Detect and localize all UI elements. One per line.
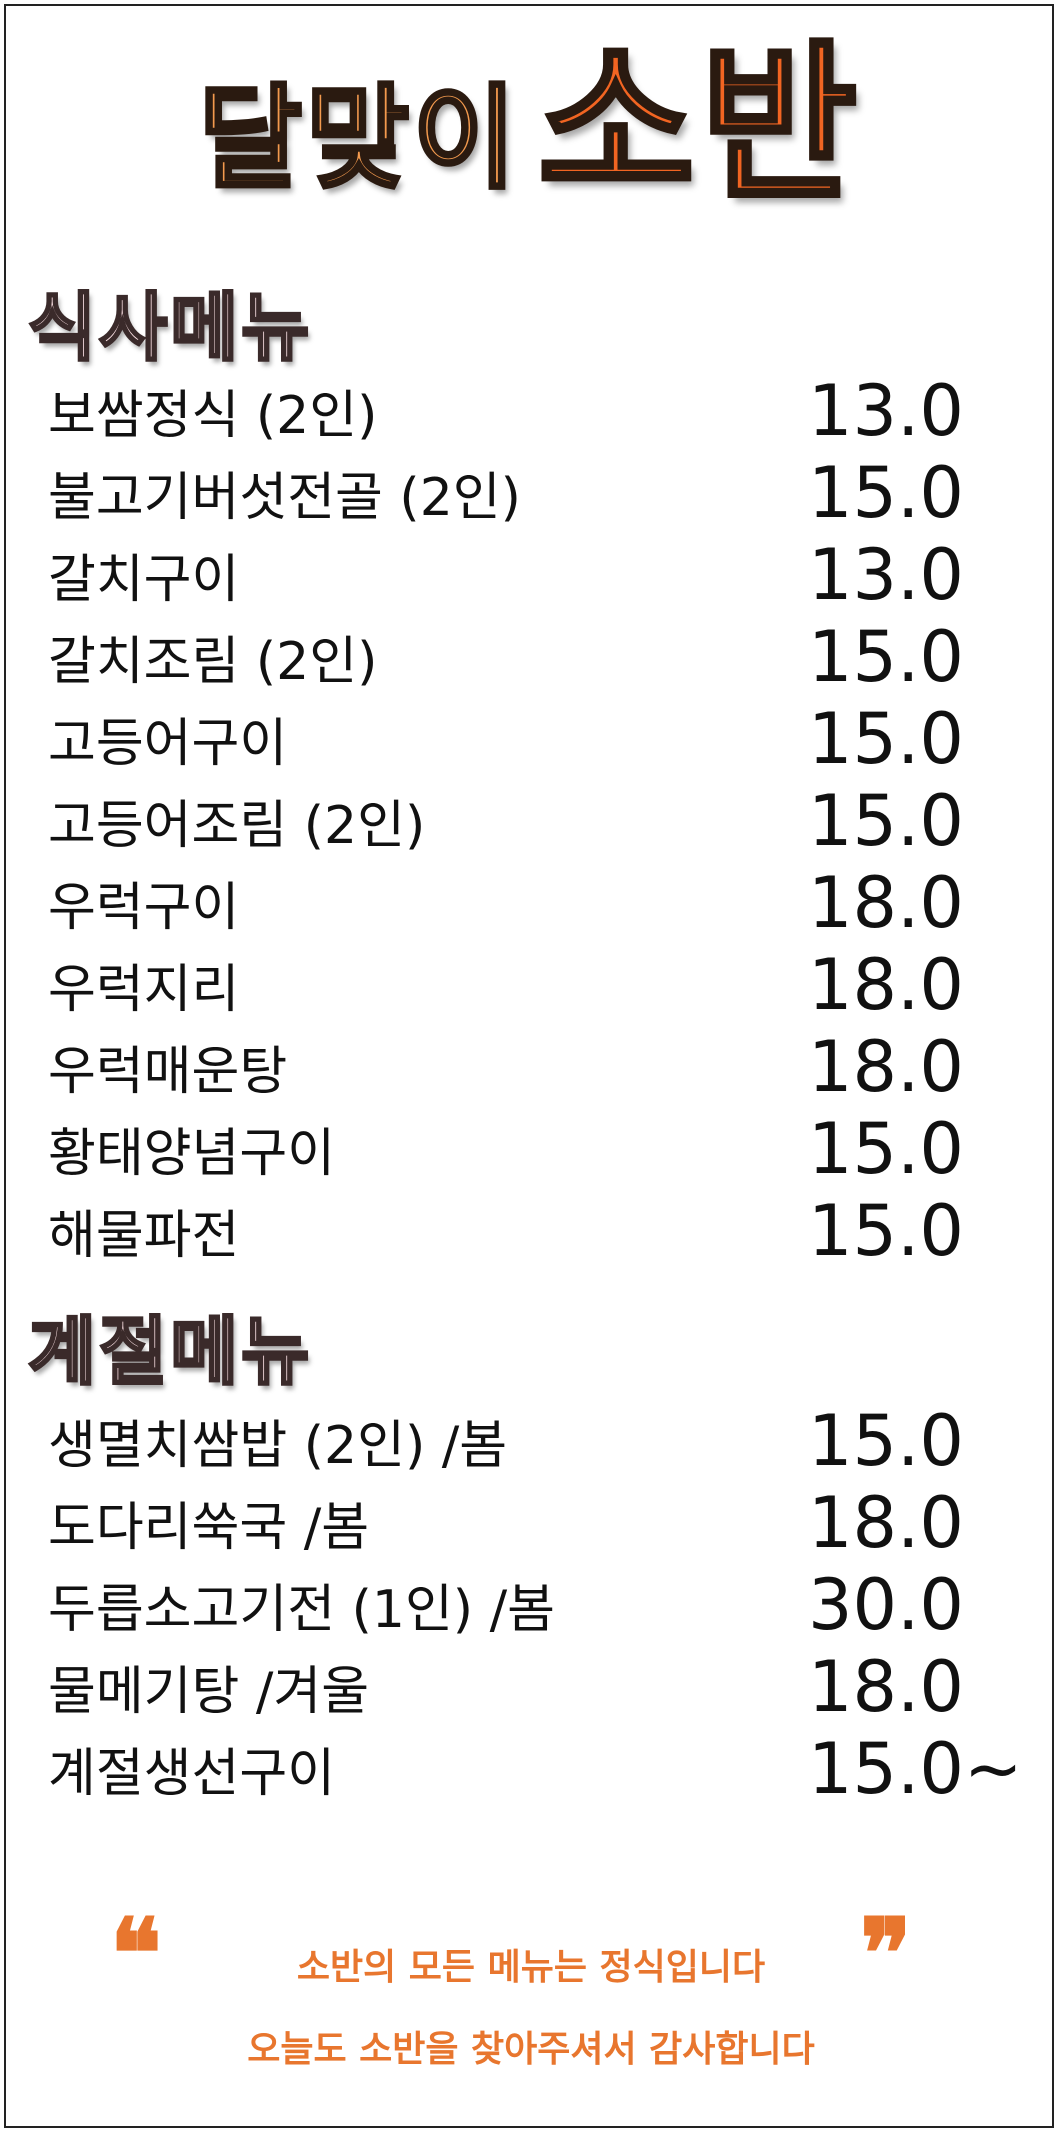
- menu-item-name: 고등어조림 (2인): [48, 796, 426, 856]
- title-part-soban: 소반: [536, 26, 863, 224]
- seasonal-menu-header: 계절메뉴: [26, 1308, 313, 1397]
- menu-item: 황태양념구이 15.0: [48, 1108, 1008, 1192]
- menu-item-price: 18.0: [808, 944, 964, 1026]
- menu-item: 두릅소고기전 (1인) /봄 30.0: [48, 1564, 1008, 1648]
- menu-item: 고등어구이 15.0: [48, 698, 1008, 782]
- meal-menu-header: 식사메뉴: [26, 284, 313, 373]
- menu-item: 도다리쑥국 /봄 18.0: [48, 1482, 1008, 1566]
- menu-item: 우럭지리 18.0: [48, 944, 1008, 1028]
- footer-line-set-meal: 소반의 모든 메뉴는 정식입니다: [296, 1947, 766, 1988]
- menu-item-name: 갈치구이: [48, 550, 240, 610]
- menu-item: 불고기버섯전골 (2인) 15.0: [48, 452, 1008, 536]
- meal-menu-list: 보쌈정식 (2인) 13.0 불고기버섯전골 (2인) 15.0 갈치구이 13.0 갈치조…: [48, 370, 1008, 1274]
- menu-item-price: 30.0: [808, 1564, 964, 1646]
- menu-item-price: 18.0: [808, 1482, 964, 1564]
- menu-item: 물메기탕 /겨울 18.0: [48, 1646, 1008, 1730]
- menu-item: 고등어조림 (2인) 15.0: [48, 780, 1008, 864]
- menu-item-name: 고등어구이: [48, 714, 288, 774]
- menu-item-price: 18.0: [808, 1026, 964, 1108]
- menu-item-name: 우럭매운탕: [48, 1042, 288, 1102]
- menu-item-name: 생멸치쌈밥 (2인) /봄: [48, 1416, 508, 1476]
- menu-item-name: 우럭지리: [48, 960, 240, 1020]
- menu-item-name: 보쌈정식 (2인): [48, 386, 378, 446]
- menu-item: 갈치조림 (2인) 15.0: [48, 616, 1008, 700]
- menu-item: 보쌈정식 (2인) 13.0: [48, 370, 1008, 454]
- menu-item-price: 15.0: [808, 698, 964, 780]
- menu-item-name: 황태양념구이: [48, 1124, 336, 1184]
- menu-item: 우럭구이 18.0: [48, 862, 1008, 946]
- menu-item: 계절생선구이 15.0~: [48, 1728, 1023, 1812]
- footer-line-thanks: 오늘도 소반을 찾아주셔서 감사합니다: [247, 2029, 815, 2070]
- menu-item: 갈치구이 13.0: [48, 534, 1008, 618]
- close-quote-icon: ❞: [860, 1897, 912, 2010]
- menu-item-price: 18.0: [808, 1646, 964, 1728]
- menu-item-name: 해물파전: [48, 1206, 240, 1266]
- menu-item-price: 15.0: [808, 780, 964, 862]
- menu-item-name: 계절생선구이: [48, 1744, 336, 1804]
- menu-item-name: 우럭구이: [48, 878, 240, 938]
- seasonal-menu-list: 생멸치쌈밥 (2인) /봄 15.0 도다리쑥국 /봄 18.0 두릅소고기전 (1인)…: [48, 1400, 1023, 1812]
- menu-item: 우럭매운탕 18.0: [48, 1026, 1008, 1110]
- menu-board: [4, 4, 1054, 2128]
- menu-item-price: 13.0: [808, 370, 964, 452]
- menu-item-name: 물메기탕 /겨울: [48, 1662, 370, 1722]
- menu-item-price: 15.0: [808, 616, 964, 698]
- menu-item-price: 15.0: [808, 1400, 964, 1482]
- menu-item-price: 15.0~: [808, 1728, 1023, 1810]
- menu-item: 해물파전 15.0: [48, 1190, 1008, 1274]
- menu-item-name: 두릅소고기전 (1인) /봄: [48, 1580, 555, 1640]
- restaurant-title: 달맞이 소반: [0, 26, 1062, 224]
- menu-item-name: 불고기버섯전골 (2인): [48, 468, 521, 528]
- menu-item-price: 15.0: [808, 1108, 964, 1190]
- menu-item-price: 15.0: [808, 1190, 964, 1272]
- menu-item-name: 갈치조림 (2인): [48, 632, 378, 692]
- menu-item-price: 13.0: [808, 534, 964, 616]
- menu-item-price: 18.0: [808, 862, 964, 944]
- open-quote-icon: ❝: [110, 1897, 162, 2010]
- menu-item: 생멸치쌈밥 (2인) /봄 15.0: [48, 1400, 1008, 1484]
- menu-item-name: 도다리쑥국 /봄: [48, 1498, 370, 1558]
- title-part-dalmaji: 달맞이: [197, 72, 521, 206]
- menu-item-price: 15.0: [808, 452, 964, 534]
